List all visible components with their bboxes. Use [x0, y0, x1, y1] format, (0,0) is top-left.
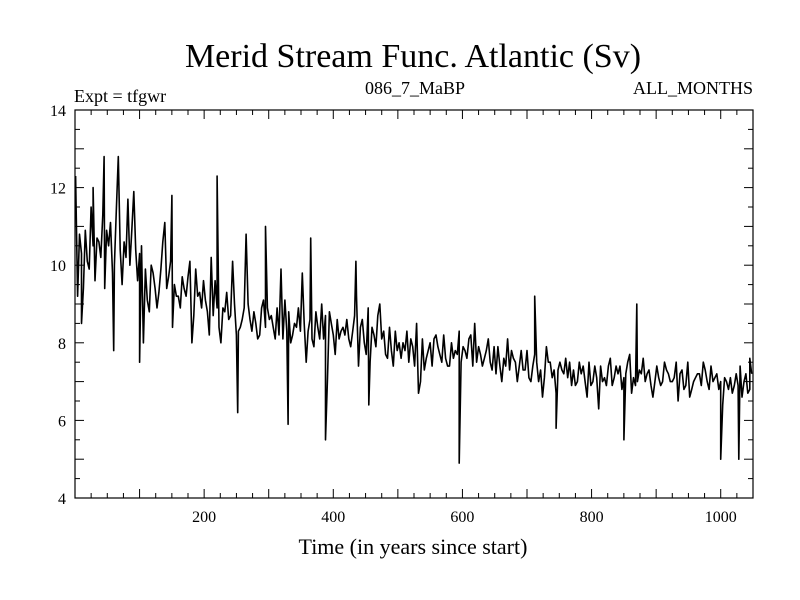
- subtitle-right: ALL_MONTHS: [633, 78, 753, 98]
- plot-frame: [74, 109, 754, 499]
- subtitle-center: 086_7_MaBP: [365, 78, 465, 98]
- y-tick-label: 14: [50, 103, 66, 120]
- y-tick-label: 12: [50, 181, 66, 198]
- y-tick-label: 6: [58, 413, 66, 430]
- x-axis-label: Time (in years since start): [299, 534, 528, 559]
- series-line: [74, 155, 753, 464]
- subtitle-left: Expt = tfgwr: [74, 86, 166, 106]
- x-tick-label: 400: [321, 509, 345, 526]
- y-tick-label: 4: [58, 491, 66, 508]
- chart-title: Merid Stream Func. Atlantic (Sv): [185, 38, 641, 75]
- y-tick-label: 8: [58, 336, 66, 353]
- axes: 200 400 600 800 1000 4 6 8 10 12 14: [50, 103, 753, 526]
- y-tick-label: 10: [50, 258, 66, 275]
- x-tick-label: 1000: [705, 509, 737, 526]
- series-group: [74, 155, 753, 464]
- x-tick-label: 600: [450, 509, 474, 526]
- x-tick-label: 800: [580, 509, 604, 526]
- x-tick-label: 200: [192, 509, 216, 526]
